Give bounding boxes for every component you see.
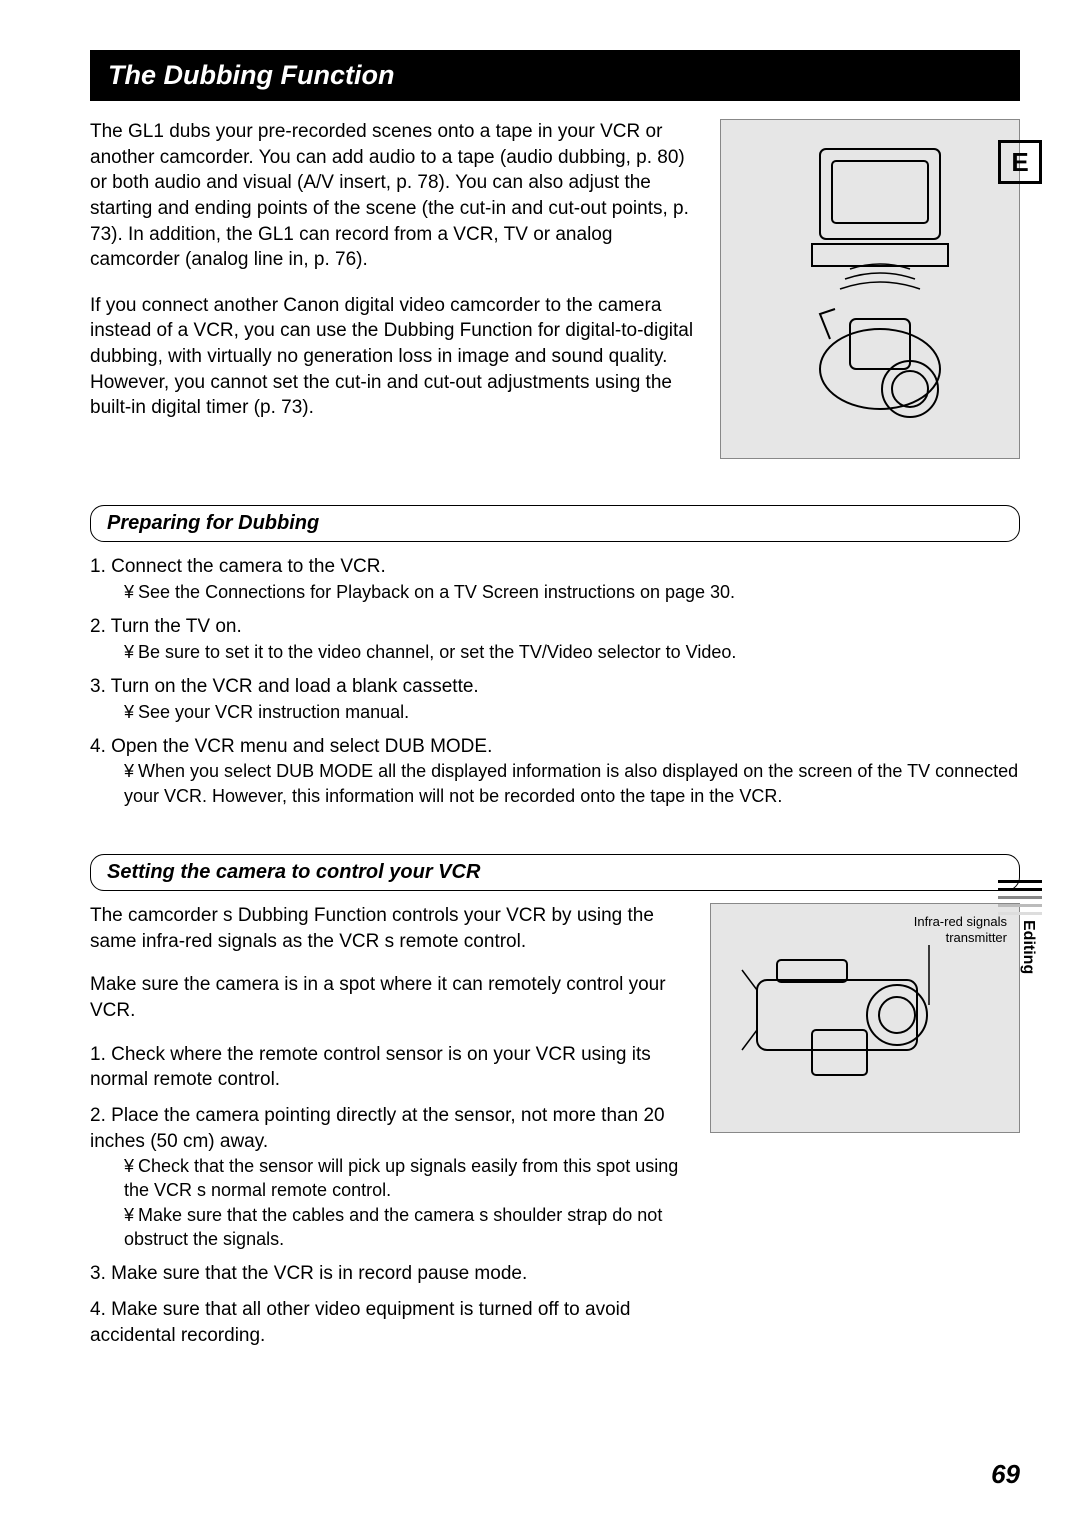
preparing-heading-text: Preparing for Dubbing: [107, 512, 319, 534]
item-sub-text: See the Connections for Playback on a TV…: [138, 582, 735, 602]
setting-text-block: The camcorder s Dubbing Function control…: [90, 903, 698, 1358]
figure-infrared-transmitter: Infra-red signals transmitter: [710, 903, 1020, 1133]
setting-paragraph-2: Make sure the camera is in a spot where …: [90, 972, 698, 1023]
list-item: 1. Connect the camera to the VCR. ¥See t…: [90, 554, 1020, 604]
setting-heading-text: Setting the camera to control your VCR: [107, 861, 480, 883]
list-item: 4. Make sure that all other video equipm…: [90, 1297, 698, 1348]
item-sub: ¥Make sure that the cables and the camer…: [90, 1203, 698, 1252]
figure-label-line2: transmitter: [914, 930, 1007, 946]
language-letter: E: [1011, 147, 1028, 178]
item-sub: ¥See the Connections for Playback on a T…: [90, 580, 1020, 604]
bullet-mark: ¥: [124, 1156, 134, 1176]
figure-label: Infra-red signals transmitter: [914, 914, 1007, 945]
list-item: 3. Turn on the VCR and load a blank cass…: [90, 674, 1020, 724]
item-number: 1.: [90, 1044, 106, 1065]
item-text: Check where the remote control sensor is…: [90, 1044, 651, 1091]
item-sub-text: See your VCR instruction manual.: [138, 702, 409, 722]
bullet-mark: ¥: [124, 642, 134, 662]
page-title: The Dubbing Function: [108, 60, 394, 90]
preparing-heading: Preparing for Dubbing: [90, 505, 1020, 542]
item-text: Turn the TV on.: [111, 616, 242, 637]
item-text: Place the camera pointing directly at th…: [90, 1105, 665, 1152]
item-sub: ¥See your VCR instruction manual.: [90, 700, 1020, 724]
language-indicator: E: [998, 140, 1042, 184]
list-item: 4. Open the VCR menu and select DUB MODE…: [90, 734, 1020, 808]
item-number: 3.: [90, 1263, 106, 1284]
setting-section: The camcorder s Dubbing Function control…: [90, 903, 1020, 1358]
intro-section: The GL1 dubs your pre-recorded scenes on…: [90, 119, 1020, 459]
item-text: Make sure that all other video equipment…: [90, 1299, 630, 1346]
item-number: 4.: [90, 1299, 106, 1320]
item-number: 4.: [90, 736, 106, 757]
list-item: 3. Make sure that the VCR is in record p…: [90, 1261, 698, 1287]
page-number: 69: [991, 1459, 1020, 1490]
figure-label-line1: Infra-red signals: [914, 914, 1007, 930]
item-sub-text: Be sure to set it to the video channel, …: [138, 642, 736, 662]
item-sub-text: When you select DUB MODE all the display…: [124, 761, 1018, 805]
setting-list: 1. Check where the remote control sensor…: [90, 1042, 698, 1349]
setting-heading: Setting the camera to control your VCR: [90, 854, 1020, 891]
item-text: Turn on the VCR and load a blank cassett…: [111, 676, 479, 697]
list-item: 2. Place the camera pointing directly at…: [90, 1103, 698, 1251]
bullet-mark: ¥: [124, 761, 134, 781]
item-text: Open the VCR menu and select DUB MODE.: [111, 736, 492, 757]
intro-paragraph-2: If you connect another Canon digital vid…: [90, 293, 706, 421]
item-number: 2.: [90, 1105, 106, 1126]
item-number: 3.: [90, 676, 106, 697]
item-sub-text: Check that the sensor will pick up signa…: [124, 1156, 678, 1200]
intro-paragraph-1: The GL1 dubs your pre-recorded scenes on…: [90, 119, 706, 273]
section-marker-lines: [998, 880, 1042, 920]
bullet-mark: ¥: [124, 582, 134, 602]
item-number: 1.: [90, 556, 106, 577]
list-item: 1. Check where the remote control sensor…: [90, 1042, 698, 1093]
item-sub: ¥Be sure to set it to the video channel,…: [90, 640, 1020, 664]
item-number: 2.: [90, 616, 106, 637]
item-text: Make sure that the VCR is in record paus…: [111, 1263, 527, 1284]
preparing-list: 1. Connect the camera to the VCR. ¥See t…: [90, 554, 1020, 808]
item-text: Connect the camera to the VCR.: [111, 556, 386, 577]
list-item: 2. Turn the TV on. ¥Be sure to set it to…: [90, 614, 1020, 664]
item-sub-text: Make sure that the cables and the camera…: [124, 1205, 662, 1249]
bullet-mark: ¥: [124, 702, 134, 722]
item-sub: ¥When you select DUB MODE all the displa…: [90, 759, 1020, 808]
setting-paragraph-1: The camcorder s Dubbing Function control…: [90, 903, 698, 954]
page-title-bar: The Dubbing Function: [90, 50, 1020, 101]
camcorder-tv-illustration: [760, 139, 980, 439]
item-sub: ¥Check that the sensor will pick up sign…: [90, 1154, 698, 1203]
figure-camcorder-tv: [720, 119, 1020, 459]
intro-text: The GL1 dubs your pre-recorded scenes on…: [90, 119, 706, 459]
bullet-mark: ¥: [124, 1205, 134, 1225]
manual-page: The Dubbing Function The GL1 dubs your p…: [0, 0, 1080, 1526]
chapter-label: Editing: [1019, 920, 1037, 974]
